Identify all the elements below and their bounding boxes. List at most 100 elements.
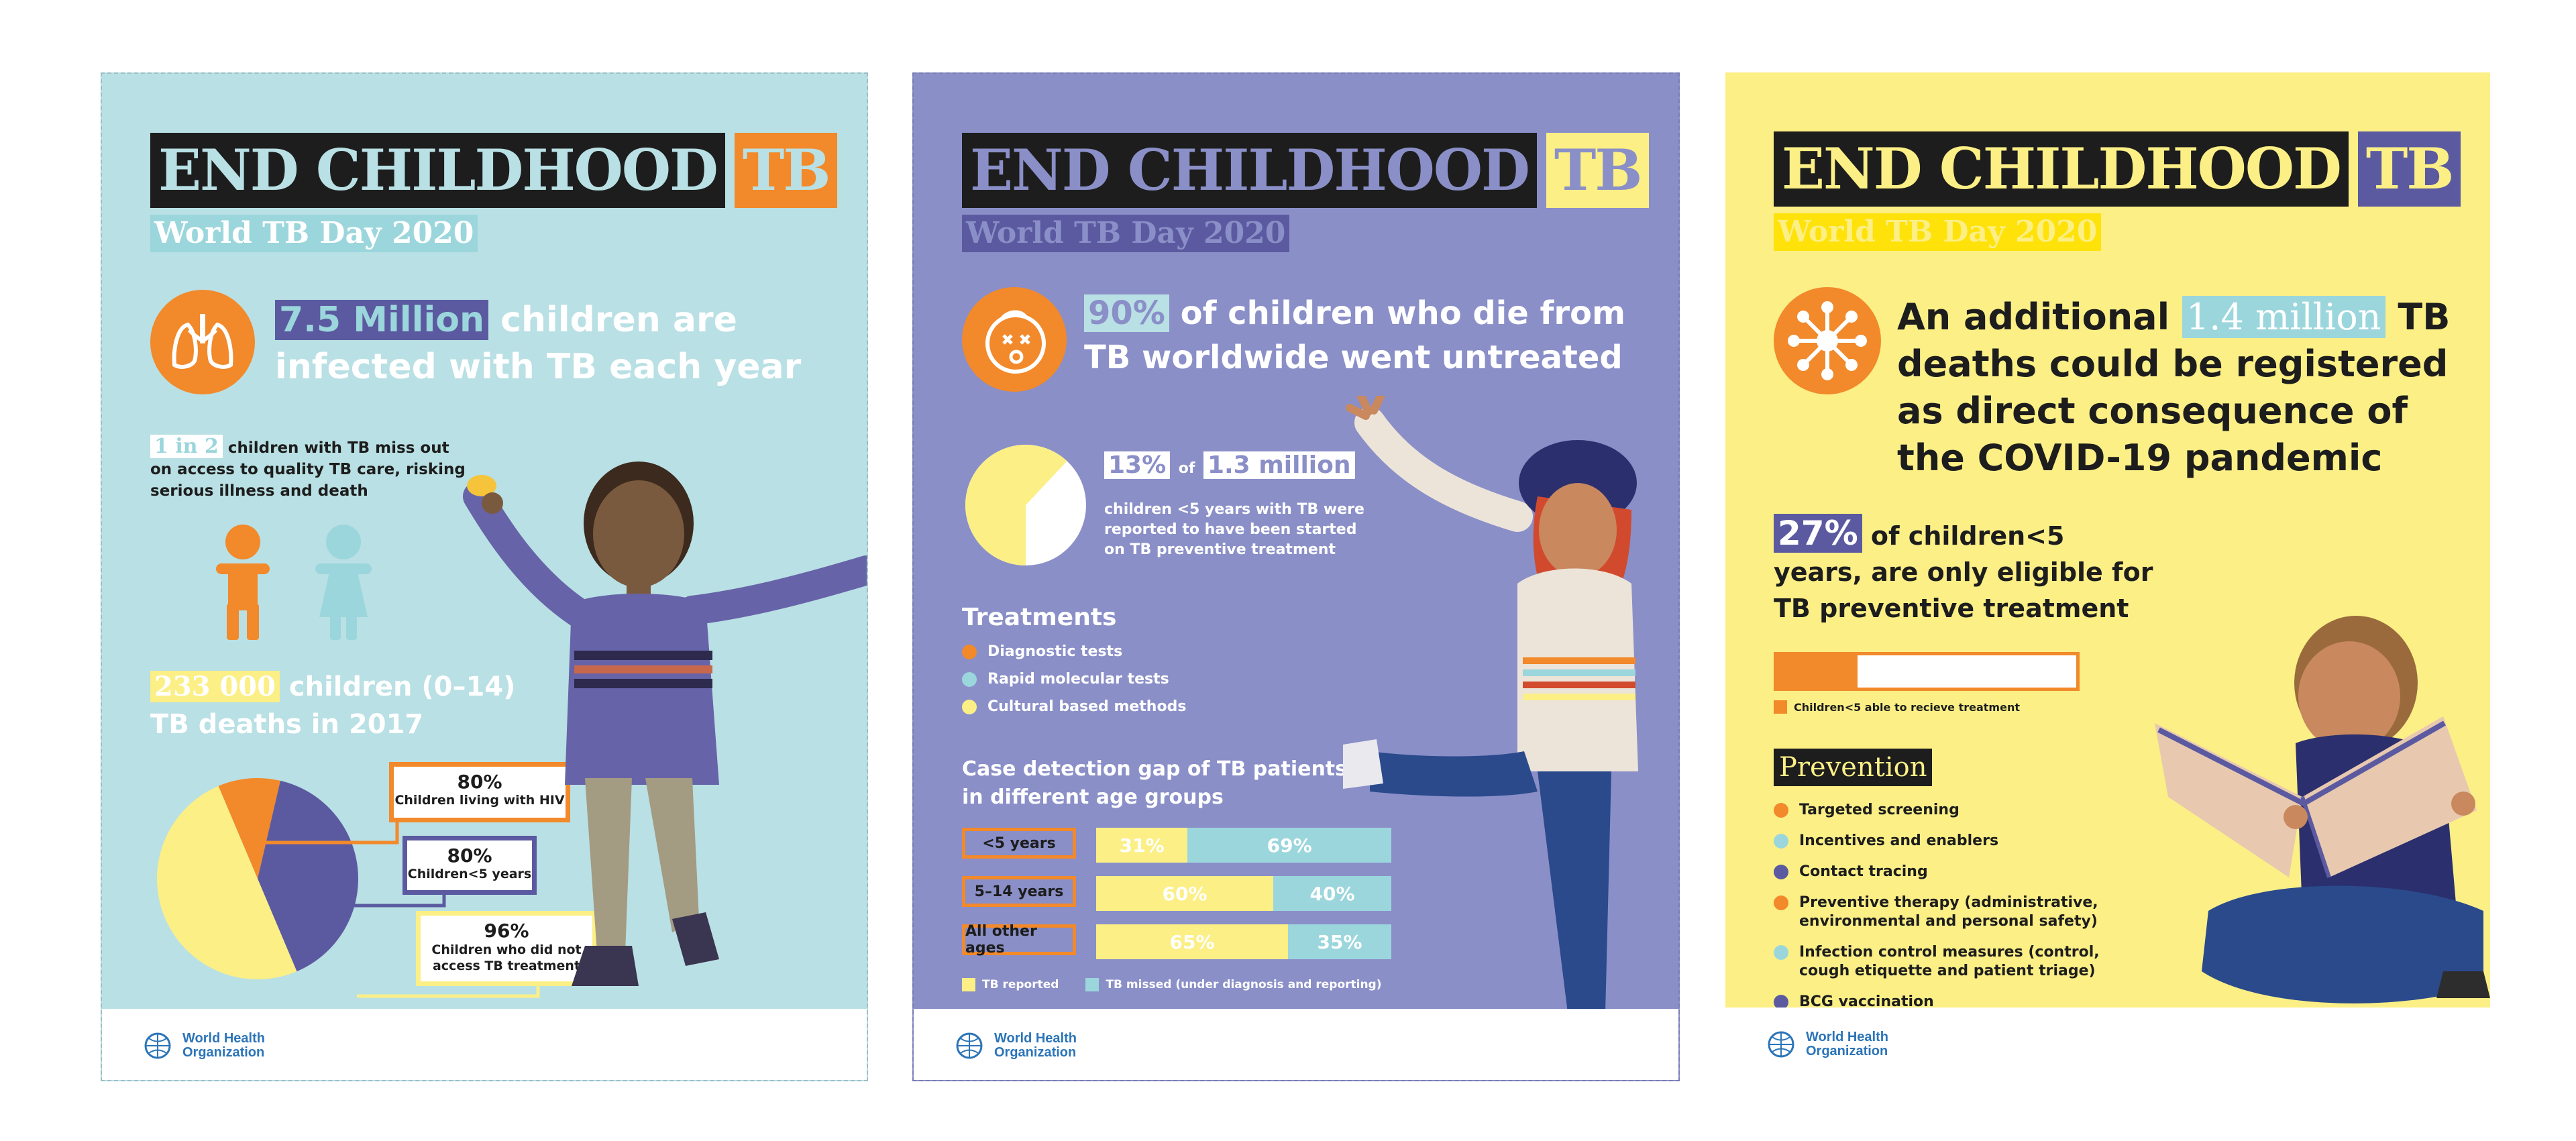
callout-untreated-label: Children who did not access TB treatment (431, 942, 582, 973)
poster-title: END CHILDHOOD TB (1774, 131, 2461, 207)
prevention-label: Preventive therapy (administrative, envi… (1799, 894, 2098, 930)
gap-title-line1: Case detection gap of TB patients (962, 757, 1347, 781)
who-emblem-icon (956, 1032, 983, 1059)
callout-under5-label: Children<5 years (407, 867, 532, 881)
pie-slice-hiv (218, 778, 280, 879)
treatment-item: Cultural based methods (962, 698, 1186, 715)
treatment-label: Diagnostic tests (987, 643, 1123, 660)
teal-dot-icon (1774, 945, 1788, 960)
gap-missed-segment: 40% (1273, 876, 1391, 911)
stat-line3: as direct consequence of (1897, 390, 2408, 432)
who-line2: Organization (994, 1045, 1077, 1060)
pct-line1: of children<5 (1870, 521, 2065, 551)
reported-swatch-icon (962, 978, 975, 991)
deaths-stat: 233 000 children (0–14) TB deaths in 201… (150, 668, 515, 743)
stat-line4: the COVID-19 pandemic (1897, 437, 2383, 479)
million-highlight: 1.3 million (1203, 451, 1355, 479)
treatments-legend: Treatments Diagnostic tests Rapid molecu… (962, 604, 1186, 726)
stat-line1: children are (500, 300, 737, 340)
stat-line1-post: TB (2398, 296, 2451, 338)
treatment-item: Diagnostic tests (962, 643, 1186, 660)
gap-missed-segment: 35% (1288, 924, 1391, 959)
yellow-dot-icon (962, 699, 977, 714)
title-tb-badge: TB (1546, 133, 1650, 208)
teal-dot-icon (962, 671, 977, 687)
pct-highlight: 27% (1774, 514, 1862, 553)
title-tb-badge: TB (2357, 131, 2461, 207)
poster-title: END CHILDHOOD TB (150, 133, 838, 208)
title-text: END CHILDHOOD (150, 133, 725, 208)
prevention-item: Contact tracing (1774, 863, 2123, 881)
treatment-label: Rapid molecular tests (987, 671, 1169, 688)
legend-reported: TB reported (982, 978, 1059, 991)
stat-line1: of children who die from (1180, 294, 1626, 332)
girl-figure-icon (315, 525, 372, 640)
title-text: END CHILDHOOD (1774, 131, 2349, 207)
stat-line1-pre: An additional (1897, 296, 2170, 338)
orange-dot-icon (1774, 895, 1788, 910)
gap-missed-segment: 69% (1187, 828, 1391, 863)
playing-child-illustration (463, 461, 867, 986)
gap-reported-segment: 31% (1096, 828, 1188, 863)
title-tb-badge: TB (734, 133, 838, 208)
treat-line2: reported to have been started (1104, 521, 1357, 538)
miss-highlight: 1 in 2 (150, 435, 223, 458)
orange-swatch-icon (1774, 700, 1787, 714)
treatments-title: Treatments (962, 604, 1117, 631)
gap-age-label: 5–14 years (962, 876, 1076, 907)
stat-line2: TB worldwide went untreated (1084, 339, 1623, 376)
gap-bar: 65% 35% (1096, 924, 1391, 959)
boy-figure-icon (216, 525, 270, 640)
preventive-treatment-pie (965, 445, 1086, 565)
deaths-line1: children (0–14) (288, 671, 516, 702)
missed-swatch-icon (1085, 978, 1099, 991)
progress-legend: Children<5 able to recieve treatment (1774, 700, 2020, 714)
gap-reported-segment: 60% (1096, 876, 1273, 911)
treat-line1: children <5 years with TB were (1104, 501, 1364, 518)
who-line1: World Health (994, 1031, 1077, 1046)
baby-face-icon (962, 287, 1067, 392)
reading-child-illustration (2155, 616, 2490, 1003)
callout-under5: 80% Children<5 years (402, 836, 537, 895)
untreated-stat: 90% of children who die from TB worldwid… (1084, 291, 1625, 380)
gap-row: All other ages 65% 35% (962, 923, 1391, 959)
orange-dot-icon (962, 644, 977, 659)
prevention-item: Targeted screening (1774, 801, 2123, 820)
eligibility-stat: 27% of children<5 years, are only eligib… (1774, 514, 2153, 627)
prevention-label: Incentives and enablers (1799, 832, 1999, 849)
children-figures-icon (216, 525, 372, 640)
gap-title: Case detection gap of TB patients in dif… (962, 755, 1347, 812)
callout-under5-value: 80% (447, 845, 492, 867)
progress-fill (1777, 655, 1858, 688)
poster-title: END CHILDHOOD TB (962, 133, 1650, 208)
poster-childhood-tb-covid: END CHILDHOOD TB World TB Day 2020 An ad… (1725, 72, 2490, 1079)
gap-bar: 60% 40% (1096, 876, 1391, 911)
treat-line3: on TB preventive treatment (1104, 541, 1336, 558)
pct-line3: TB preventive treatment (1774, 594, 2129, 623)
callout-hiv-label: Children living with HIV (394, 793, 565, 808)
open-book-icon (2155, 723, 2302, 877)
treatment-item: Rapid molecular tests (962, 671, 1186, 688)
deaths-line2: TB deaths in 2017 (150, 709, 424, 740)
covid-stat: An additional 1.4 million TB deaths coul… (1897, 294, 2450, 482)
who-emblem-icon (144, 1032, 171, 1059)
gap-title-line2: in different age groups (962, 785, 1224, 809)
callout-hiv-value: 80% (457, 771, 502, 793)
pct-highlight: 13% (1104, 451, 1171, 479)
prevention-label: BCG vaccination (1799, 993, 1934, 1010)
pie-slice-under5 (258, 780, 358, 972)
who-emblem-icon (1768, 1031, 1794, 1058)
poster-footer: World Health Organization (102, 1009, 867, 1080)
infection-stat: 7.5 Million children are infected with T… (275, 296, 801, 390)
subtitle: World TB Day 2020 (150, 215, 478, 252)
subtitle: World TB Day 2020 (1774, 213, 2102, 251)
who-line1: World Health (1806, 1030, 1888, 1044)
callout-untreated-value: 96% (484, 920, 529, 942)
prevention-label: Infection control measures (control, cou… (1799, 944, 2100, 979)
who-logo: World Health Organization (953, 1029, 1077, 1063)
preventive-treatment-stat: 13% of 1.3 million children <5 years wit… (1104, 449, 1364, 560)
pie-slice-untreated (157, 785, 297, 979)
pie-slice-untreated (965, 445, 1067, 565)
title-text: END CHILDHOOD (962, 133, 1537, 208)
gap-age-label: <5 years (962, 828, 1076, 859)
